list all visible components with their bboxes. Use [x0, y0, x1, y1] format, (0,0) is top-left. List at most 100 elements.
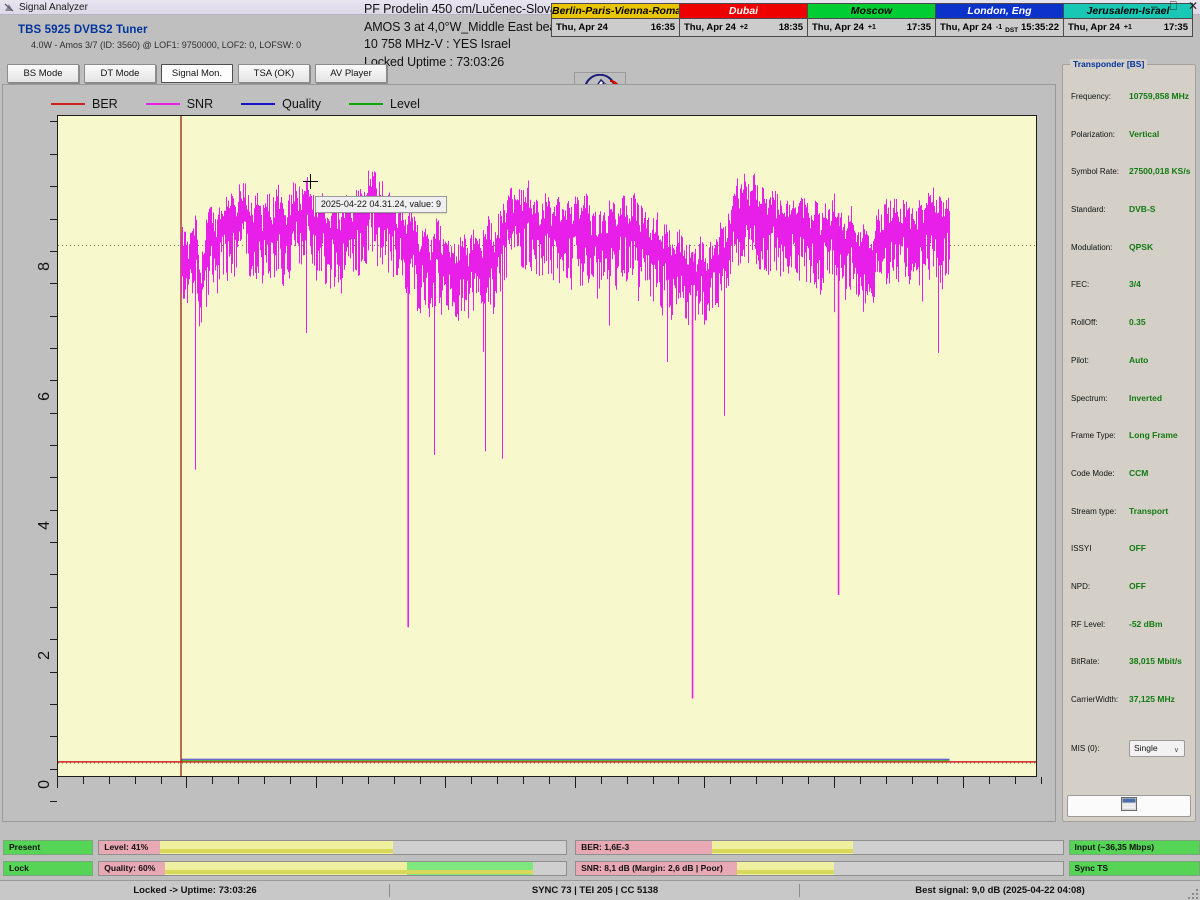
chart-plot-area[interactable]: 2025-04-22 04.31.24, value: 9 [57, 115, 1037, 777]
ber-meter: BER: 1,6E-3 [575, 839, 1064, 855]
footer-sync: SYNC 73 | TEI 205 | CC 5138 [531, 885, 659, 896]
transponder-row-carrierwidth: CarrierWidth: 37,125 MHz [1063, 694, 1195, 732]
clock-clock-0: 16:35 [650, 22, 675, 33]
transponder-value-3: DVB-S [1129, 204, 1156, 215]
lock-indicator: Lock [3, 860, 94, 876]
legend-swatch-ber [51, 103, 85, 105]
legend-label-level: Level [390, 97, 420, 111]
transponder-row-frequency: Frequency: 10759,858 MHz [1063, 91, 1195, 129]
snr-meter: SNR: 8,1 dB (Margin: 2,6 dB | Poor) [575, 860, 1064, 876]
legend-label-ber: BER [92, 97, 118, 111]
x-tick-mark [57, 777, 58, 788]
x-tick-mark [989, 777, 991, 784]
x-tick-mark [807, 777, 809, 784]
mis-select[interactable]: Single ∨ [1129, 739, 1185, 757]
clock-4: Jerusalem-Israel Thu, Apr 24 +1 17:35 [1064, 4, 1192, 36]
x-tick-mark [1015, 777, 1017, 784]
transponder-key-7: Pilot: [1071, 355, 1089, 365]
input-label: Input (~36,35 Mbps) [1074, 842, 1155, 852]
y-tick-mark [50, 768, 57, 770]
y-tick-label-4: 4 [36, 521, 53, 531]
x-tick-mark [833, 777, 835, 788]
maximize-button[interactable]: ⎕ [1169, 0, 1177, 13]
y-tick-mark [50, 639, 57, 641]
chevron-down-icon: ∨ [1173, 746, 1179, 754]
transponder-value-14: -52 dBm [1129, 618, 1163, 629]
ber-label: BER: 1,6E-3 [581, 842, 630, 852]
x-tick-mark [963, 777, 965, 788]
footer-best-signal-cell: Best signal: 9,0 dB (2025-04-22 04:08) [800, 881, 1200, 900]
tab-tsa-ok[interactable]: TSA (OK) [238, 64, 310, 83]
mis-row: MIS (0): Single ∨ [1063, 739, 1195, 757]
x-tick-mark [911, 777, 913, 784]
tuner-identity: TBS 5925 DVBS2 Tuner 4.0W - Amos 3/7 (ID… [18, 24, 301, 50]
resize-grip[interactable] [1188, 889, 1198, 899]
y-tick-mark [50, 186, 57, 188]
transponder-key-13: NPD: [1071, 581, 1091, 591]
transponder-value-12: OFF [1129, 543, 1146, 554]
status-bar-area: Present Level: 41% BER: 1,6E-3 Input (~3… [0, 836, 1200, 880]
mis-label: MIS (0): [1071, 743, 1100, 753]
x-tick-mark [290, 777, 292, 784]
transponder-value-7: Auto [1129, 354, 1149, 365]
beam-info-line-2: AMOS 3 at 4,0°W_Middle East beam [364, 19, 567, 34]
clock-3: London, Eng Thu, Apr 24 -1 DST 15:35:22 [936, 4, 1064, 36]
y-tick-mark [50, 606, 57, 608]
y-tick-mark [50, 347, 57, 349]
clock-city-0: Berlin-Paris-Vienna-Roma [552, 4, 679, 19]
clock-clock-3: 15:35:22 [1020, 22, 1059, 33]
transponder-key-6: RollOff: [1071, 318, 1098, 328]
legend-item-quality[interactable]: Quality [241, 97, 321, 111]
legend-item-snr[interactable]: SNR [145, 97, 213, 111]
y-tick-mark [50, 412, 57, 414]
transponder-key-9: Frame Type: [1071, 431, 1116, 441]
clock-time-row-0: Thu, Apr 24 16:35 [552, 19, 679, 36]
y-tick-mark [50, 703, 57, 705]
signal-monitor-chart-panel: BER SNR Quality Level 0 2 4 6 8 2025-04-22 04.3… [2, 84, 1056, 822]
transponder-key-16: CarrierWidth: [1071, 695, 1119, 704]
clock-offset-2: +1 [867, 24, 876, 31]
transponder-row-polarization: Polarization: Vertical [1063, 129, 1195, 167]
x-tick-mark [937, 777, 939, 784]
transponder-row-code-mode: Code Mode: CCM [1063, 468, 1195, 506]
clock-clock-1: 18:35 [778, 22, 803, 33]
x-tick-mark [756, 777, 758, 784]
transponder-row-standard: Standard: DVB-S [1063, 204, 1195, 242]
tuner-title: TBS 5925 DVBS2 Tuner [18, 24, 148, 36]
clock-city-3: London, Eng [936, 4, 1063, 19]
minimize-button[interactable]: – [1151, 0, 1158, 13]
x-tick-mark [859, 777, 861, 784]
snr-label: SNR: 8,1 dB (Margin: 2,6 dB | Poor) [581, 863, 723, 873]
quality-label: Quality: 60% [104, 863, 156, 873]
window-title: Signal Analyzer [19, 1, 88, 13]
legend-item-level[interactable]: Level [349, 97, 420, 111]
tab-dt-mode[interactable]: DT Mode [84, 64, 156, 83]
y-tick-mark [50, 153, 57, 155]
chart-x-axis [57, 777, 1042, 803]
transponder-row-modulation: Modulation: QPSK [1063, 242, 1195, 280]
clock-clock-2: 17:35 [906, 22, 931, 33]
transponder-value-0: 10759,858 MHz [1129, 91, 1190, 101]
mode-tab-row: BS Mode DT Mode Signal Mon. TSA (OK) AV Play… [7, 64, 387, 83]
transponder-row-frame-type: Frame Type: Long Frame [1063, 430, 1195, 468]
clock-time-row-3: Thu, Apr 24 -1 DST 15:35:22 [936, 19, 1063, 36]
x-tick-mark [782, 777, 784, 784]
transponder-panel: Transponder [BS] Frequency: 10759,858 MHz… [1062, 59, 1196, 822]
clock-offset-4: +1 [1123, 24, 1132, 31]
tab-av-player[interactable]: AV Player [315, 64, 387, 83]
x-tick-mark [445, 777, 447, 788]
tab-signal-mon[interactable]: Signal Mon. [161, 64, 233, 83]
x-tick-mark [523, 777, 525, 784]
legend-item-ber[interactable]: BER [51, 97, 118, 111]
close-button[interactable]: ✕ [1187, 0, 1198, 13]
chart-tooltip: 2025-04-22 04.31.24, value: 9 [314, 195, 447, 213]
transponder-key-4: Modulation: [1071, 242, 1113, 252]
tuner-subtitle: 4.0W - Amos 3/7 (ID: 3560) @ LOF1: 97500… [31, 40, 302, 50]
x-tick-mark [186, 777, 188, 788]
save-table-button[interactable] [1067, 795, 1191, 817]
tab-bs-mode[interactable]: BS Mode [7, 64, 79, 83]
transponder-value-16: 37,125 MHz [1129, 694, 1175, 704]
level-meter: Level: 41% [98, 839, 568, 855]
y-tick-mark [50, 801, 57, 802]
